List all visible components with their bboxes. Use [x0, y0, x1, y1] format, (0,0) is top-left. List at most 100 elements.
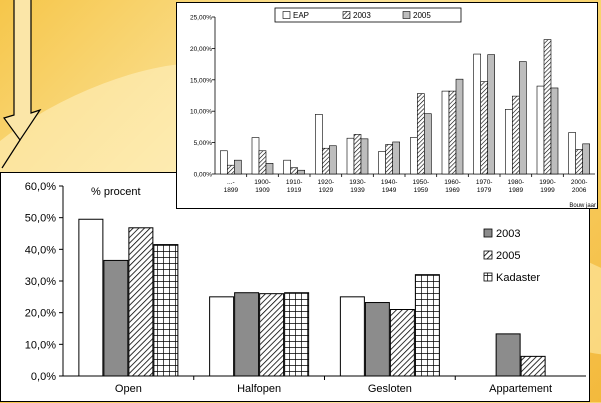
inset-y-tick-label: 15,00%: [190, 77, 212, 84]
inset-legend-box: [274, 7, 462, 23]
inset-legend-swatch-EAP: [282, 11, 291, 19]
inset-bar-2005-1930-1939: [360, 138, 369, 175]
inset-bar-EAP-1920-1929: [315, 114, 323, 175]
legend-swatch-2003: [483, 228, 493, 238]
inset-bar-2005-1940-1949: [392, 141, 400, 175]
bar-base-Gesloten: [339, 296, 365, 377]
inset-bar-EAP-1930-1939: [346, 137, 355, 175]
inset-bar-2003-...-1899: [227, 164, 235, 175]
inset-y-tick-label: 10,00%: [190, 109, 212, 116]
inset-bar-EAP-1980-1989: [505, 109, 513, 175]
legend-swatch-Kadaster: [483, 272, 493, 282]
inset-bar-2005-1910-1919: [297, 169, 305, 175]
inset-bar-2005-1920-1929: [329, 145, 337, 175]
inset-bar-2005-1950-1959: [424, 113, 432, 175]
inset-x-tick-label: 1900-: [254, 179, 271, 186]
inset-bar-EAP-1960-1969: [441, 90, 450, 175]
inset-x-tick-label: 1920-: [318, 179, 335, 186]
y-tick-label: 40,0%: [25, 244, 56, 256]
inset-bar-2005-1900-1909: [265, 163, 274, 175]
inset-x-tick-label: 1999: [540, 187, 555, 194]
y-tick-label: 0,0%: [31, 371, 56, 383]
inset-bar-EAP-1970-1979: [473, 53, 481, 175]
inset-bar-2005-1980-1989: [519, 61, 527, 175]
inset-legend-label-2005: 2005: [413, 11, 431, 20]
inset-legend-label-EAP: EAP: [293, 11, 309, 20]
inset-legend-swatch-2005: [402, 11, 411, 19]
bar-base-Halfopen: [209, 296, 235, 377]
inset-x-tick-label: 1910-: [286, 179, 303, 186]
bar-base-Open: [78, 218, 104, 377]
inset-x-tick-label: 1929: [319, 187, 334, 194]
bar-Kadaster-Halfopen: [284, 292, 310, 377]
bar-2005-Appartement: [520, 355, 546, 377]
inset-x-tick-label: 1909: [255, 187, 270, 194]
inset-x-tick-label: 1979: [477, 187, 492, 194]
inset-bar-EAP-1900-1909: [251, 137, 260, 175]
inset-x-tick-label: 2000-: [571, 179, 588, 186]
inset-bar-2003-1980-1989: [512, 95, 520, 175]
inset-x-axis-label: Bouw jaar: [569, 203, 596, 209]
inset-y-tick-label: 0,00%: [194, 172, 213, 179]
inset-x-tick-label: 1969: [445, 187, 460, 194]
inset-bar-2003-1990-1999: [543, 39, 552, 175]
x-tick-label: Appartement: [489, 383, 552, 395]
inset-y-tick-label: 5,00%: [194, 140, 213, 147]
inset-bar-2005-1960-1969: [455, 78, 464, 175]
inset-bar-2005-1970-1979: [487, 54, 495, 175]
y-tick-label: 20,0%: [25, 308, 56, 320]
legend-label-2003: 2003: [496, 228, 520, 240]
inset-bar-2005-2000-2006: [582, 143, 590, 175]
inset-legend-swatch-2003: [342, 11, 351, 19]
inset-bar-2003-1970-1979: [480, 81, 488, 175]
inset-bar-2005-1990-1999: [550, 87, 559, 175]
x-tick-label: Gesloten: [368, 383, 412, 395]
inset-bar-2003-1960-1969: [448, 90, 457, 175]
inset-y-tick-label: 20,00%: [190, 46, 212, 53]
x-tick-label: Halfopen: [237, 383, 281, 395]
y-tick-label: 60,0%: [25, 181, 56, 193]
inset-x-tick-label: 1959: [414, 187, 429, 194]
inset-bar-EAP-1940-1949: [378, 151, 386, 175]
inset-bar-2003-1940-1949: [385, 144, 393, 175]
inset-bar-EAP-1910-1919: [283, 159, 291, 175]
inset-y-tick-label: 25,00%: [190, 15, 212, 22]
bar-2003-Open: [103, 259, 129, 377]
inset-x-tick-label: ...-: [227, 179, 235, 186]
inset-x-tick-label: 1940-: [381, 179, 398, 186]
bar-Kadaster-Gesloten: [414, 274, 440, 377]
inset-bar-2005-...-1899: [234, 159, 242, 175]
inset-x-tick-label: 1980-: [508, 179, 525, 186]
inset-x-tick-label: 2006: [572, 187, 587, 194]
x-tick-label: Open: [115, 383, 142, 395]
inset-chart-panel: 0,00% 5,00% 10,00% 15,00% 20,00% 25,00% ...- 18…: [176, 2, 598, 209]
inset-x-tick-label: 1970-: [476, 179, 493, 186]
inset-x-tick-label: 1989: [509, 187, 524, 194]
inset-x-tick-label: 1919: [287, 187, 302, 194]
inset-x-tick-label: 1949: [382, 187, 397, 194]
bar-2003-Appartement: [495, 333, 521, 377]
legend-label-2005: 2005: [496, 250, 520, 262]
inset-x-tick-label: 1960-: [444, 179, 461, 186]
inset-bar-chart: 0,00% 5,00% 10,00% 15,00% 20,00% 25,00% ...-18…: [190, 7, 596, 209]
y-tick-label: 50,0%: [25, 213, 56, 225]
inset-bar-2003-2000-2006: [575, 149, 583, 175]
inset-bar-2003-1930-1939: [353, 134, 362, 175]
bar-2005-Open: [128, 227, 154, 377]
inset-x-tick-label: 1930-: [349, 179, 366, 186]
inset-legend-label-2003: 2003: [353, 11, 371, 20]
bar-2005-Halfopen: [259, 293, 285, 377]
main-chart-panel: 0,0% 10,0% 20,0% 30,0% 40,0% 50,0% 60,0% Open Ha…: [0, 172, 590, 402]
inset-bar-EAP-1950-1959: [410, 137, 418, 175]
inset-bar-EAP-2000-2006: [568, 132, 576, 175]
inset-x-tick-label: 1939: [350, 187, 365, 194]
y-tick-label: 30,0%: [25, 276, 56, 288]
main-bar-chart: 0,0% 10,0% 20,0% 30,0% 40,0% 50,0% 60,0% Open Ha…: [25, 181, 586, 395]
bar-2003-Halfopen: [234, 292, 260, 377]
inset-bar-EAP-1990-1999: [536, 85, 545, 175]
inset-bar-2003-1950-1959: [417, 93, 425, 175]
legend-label-Kadaster: Kadaster: [496, 272, 540, 284]
inset-bar-2003-1910-1919: [290, 167, 298, 175]
bar-Kadaster-Open: [153, 244, 179, 377]
